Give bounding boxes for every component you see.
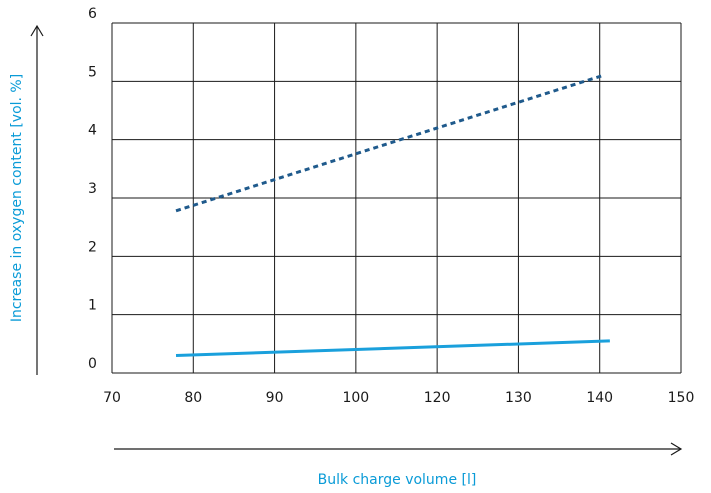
x-tick-label: 120: [424, 390, 451, 406]
y-tick-label: 6: [88, 6, 97, 22]
x-tick-label: 150: [668, 390, 695, 406]
x-tick-label: 130: [505, 390, 532, 406]
x-axis-arrow: [114, 442, 683, 456]
x-tick-label: 140: [586, 390, 613, 406]
y-axis-arrow: [30, 24, 44, 375]
y-tick-label: 5: [88, 64, 97, 80]
series-line-1: [175, 74, 604, 213]
x-tick-label: 80: [184, 390, 202, 406]
y-axis-label: Increase in oxygen content [vol. %]: [9, 74, 25, 322]
x-tick-labels: 70 80 90 100 120 130 140 150: [103, 390, 694, 406]
y-tick-label: 0: [88, 356, 97, 372]
x-tick-label: 100: [342, 390, 369, 406]
y-tick-label: 2: [88, 239, 97, 255]
y-tick-label: 1: [88, 298, 97, 314]
x-axis-label: Bulk charge volume [l]: [318, 472, 477, 488]
series-line-2: [175, 339, 610, 357]
series-layer: [175, 74, 610, 357]
y-tick-label: 3: [88, 181, 97, 197]
y-tick-labels: 0 1 2 3 4 5 6: [88, 6, 97, 372]
grid: [111, 22, 682, 374]
x-tick-label: 70: [103, 390, 121, 406]
y-tick-label: 4: [88, 123, 97, 139]
x-tick-label: 90: [266, 390, 284, 406]
